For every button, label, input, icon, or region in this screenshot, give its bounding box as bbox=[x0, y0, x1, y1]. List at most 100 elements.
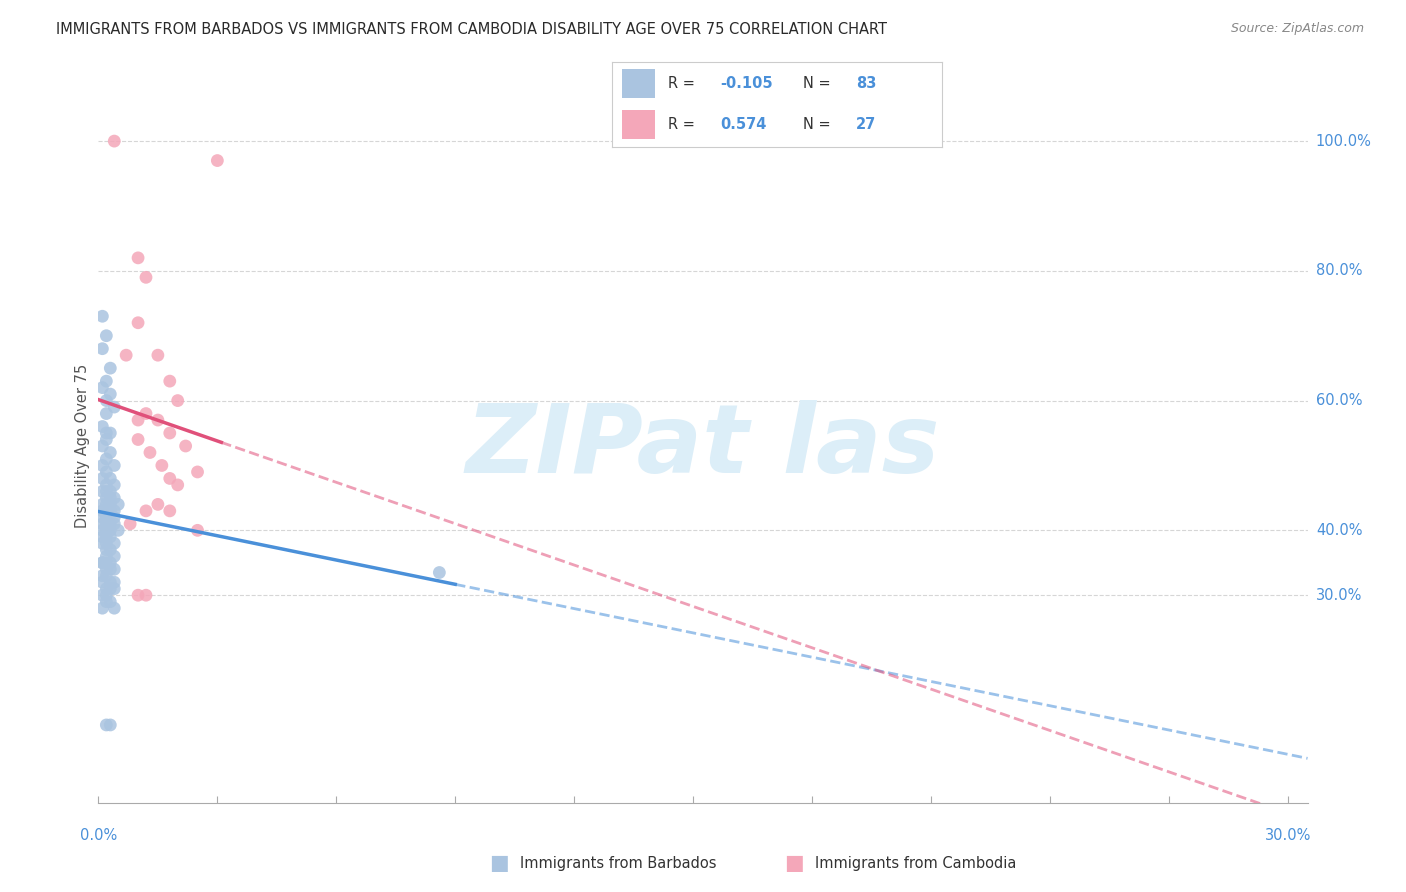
Point bbox=[186, 524, 208, 538]
Point bbox=[98, 504, 121, 518]
Point bbox=[96, 530, 118, 544]
Point bbox=[91, 601, 114, 615]
Point bbox=[166, 478, 188, 492]
Point bbox=[91, 516, 114, 531]
Point bbox=[103, 549, 125, 564]
Text: 0.574: 0.574 bbox=[721, 117, 768, 132]
Point bbox=[127, 433, 149, 447]
Point bbox=[98, 445, 121, 459]
Text: R =: R = bbox=[668, 117, 699, 132]
Point bbox=[96, 510, 118, 524]
Point bbox=[146, 348, 169, 362]
Text: ZIPat las: ZIPat las bbox=[465, 400, 941, 492]
Point bbox=[98, 484, 121, 499]
Point bbox=[174, 439, 197, 453]
Point bbox=[103, 562, 125, 576]
Point bbox=[96, 452, 118, 467]
Point bbox=[150, 458, 173, 473]
Text: 100.0%: 100.0% bbox=[1316, 134, 1372, 149]
Text: 30.0%: 30.0% bbox=[1264, 828, 1310, 843]
Point bbox=[98, 595, 121, 609]
Point bbox=[96, 374, 118, 388]
Point bbox=[91, 310, 114, 324]
Point bbox=[98, 491, 121, 505]
Point bbox=[146, 413, 169, 427]
Point bbox=[186, 465, 208, 479]
Point bbox=[96, 504, 118, 518]
Point bbox=[96, 497, 118, 511]
Point bbox=[98, 542, 121, 557]
Text: R =: R = bbox=[668, 76, 699, 91]
Point bbox=[96, 425, 118, 440]
Point bbox=[91, 497, 114, 511]
Point bbox=[96, 556, 118, 570]
Text: -0.105: -0.105 bbox=[721, 76, 773, 91]
Point bbox=[107, 524, 129, 538]
Text: 40.0%: 40.0% bbox=[1316, 523, 1362, 538]
Point bbox=[107, 497, 129, 511]
Point bbox=[103, 504, 125, 518]
Point bbox=[98, 562, 121, 576]
Point bbox=[103, 601, 125, 615]
Point bbox=[127, 316, 149, 330]
Point bbox=[96, 478, 118, 492]
Point bbox=[127, 413, 149, 427]
Point bbox=[91, 419, 114, 434]
Point bbox=[96, 516, 118, 531]
Point bbox=[139, 445, 162, 459]
Point bbox=[103, 458, 125, 473]
Point bbox=[91, 458, 114, 473]
Point bbox=[91, 556, 114, 570]
Point bbox=[103, 536, 125, 550]
Point bbox=[98, 556, 121, 570]
Point bbox=[96, 465, 118, 479]
Point bbox=[103, 478, 125, 492]
Point bbox=[103, 491, 125, 505]
Point bbox=[207, 153, 229, 168]
Text: ■: ■ bbox=[785, 854, 804, 873]
Bar bbox=[621, 110, 655, 139]
Point bbox=[135, 270, 157, 285]
Point bbox=[91, 568, 114, 582]
Text: 0.0%: 0.0% bbox=[80, 828, 117, 843]
Point bbox=[96, 433, 118, 447]
Text: Immigrants from Barbados: Immigrants from Barbados bbox=[520, 856, 717, 871]
Point bbox=[96, 582, 118, 596]
Point bbox=[127, 588, 149, 602]
Point bbox=[98, 530, 121, 544]
Point bbox=[98, 582, 121, 596]
Point bbox=[96, 491, 118, 505]
Text: N =: N = bbox=[803, 117, 835, 132]
Point bbox=[115, 348, 138, 362]
Point bbox=[96, 542, 118, 557]
Bar bbox=[621, 70, 655, 98]
Point bbox=[96, 524, 118, 538]
Point bbox=[96, 588, 118, 602]
Point bbox=[98, 361, 121, 376]
Point bbox=[159, 504, 181, 518]
Point bbox=[127, 251, 149, 265]
Text: 83: 83 bbox=[856, 76, 876, 91]
Point bbox=[103, 582, 125, 596]
Point bbox=[135, 588, 157, 602]
Point bbox=[96, 393, 118, 408]
Text: 80.0%: 80.0% bbox=[1316, 263, 1362, 278]
Point bbox=[103, 575, 125, 590]
Point bbox=[91, 471, 114, 485]
Point bbox=[98, 387, 121, 401]
Text: ■: ■ bbox=[489, 854, 509, 873]
Point bbox=[91, 575, 114, 590]
Text: Immigrants from Cambodia: Immigrants from Cambodia bbox=[815, 856, 1017, 871]
Point bbox=[96, 718, 118, 732]
Point bbox=[135, 407, 157, 421]
Point bbox=[91, 530, 114, 544]
Text: Source: ZipAtlas.com: Source: ZipAtlas.com bbox=[1230, 22, 1364, 36]
Point bbox=[98, 575, 121, 590]
Point bbox=[103, 134, 125, 148]
Point bbox=[96, 536, 118, 550]
Point bbox=[159, 425, 181, 440]
Point bbox=[427, 566, 450, 580]
Point bbox=[103, 510, 125, 524]
Point bbox=[91, 536, 114, 550]
Text: N =: N = bbox=[803, 76, 835, 91]
